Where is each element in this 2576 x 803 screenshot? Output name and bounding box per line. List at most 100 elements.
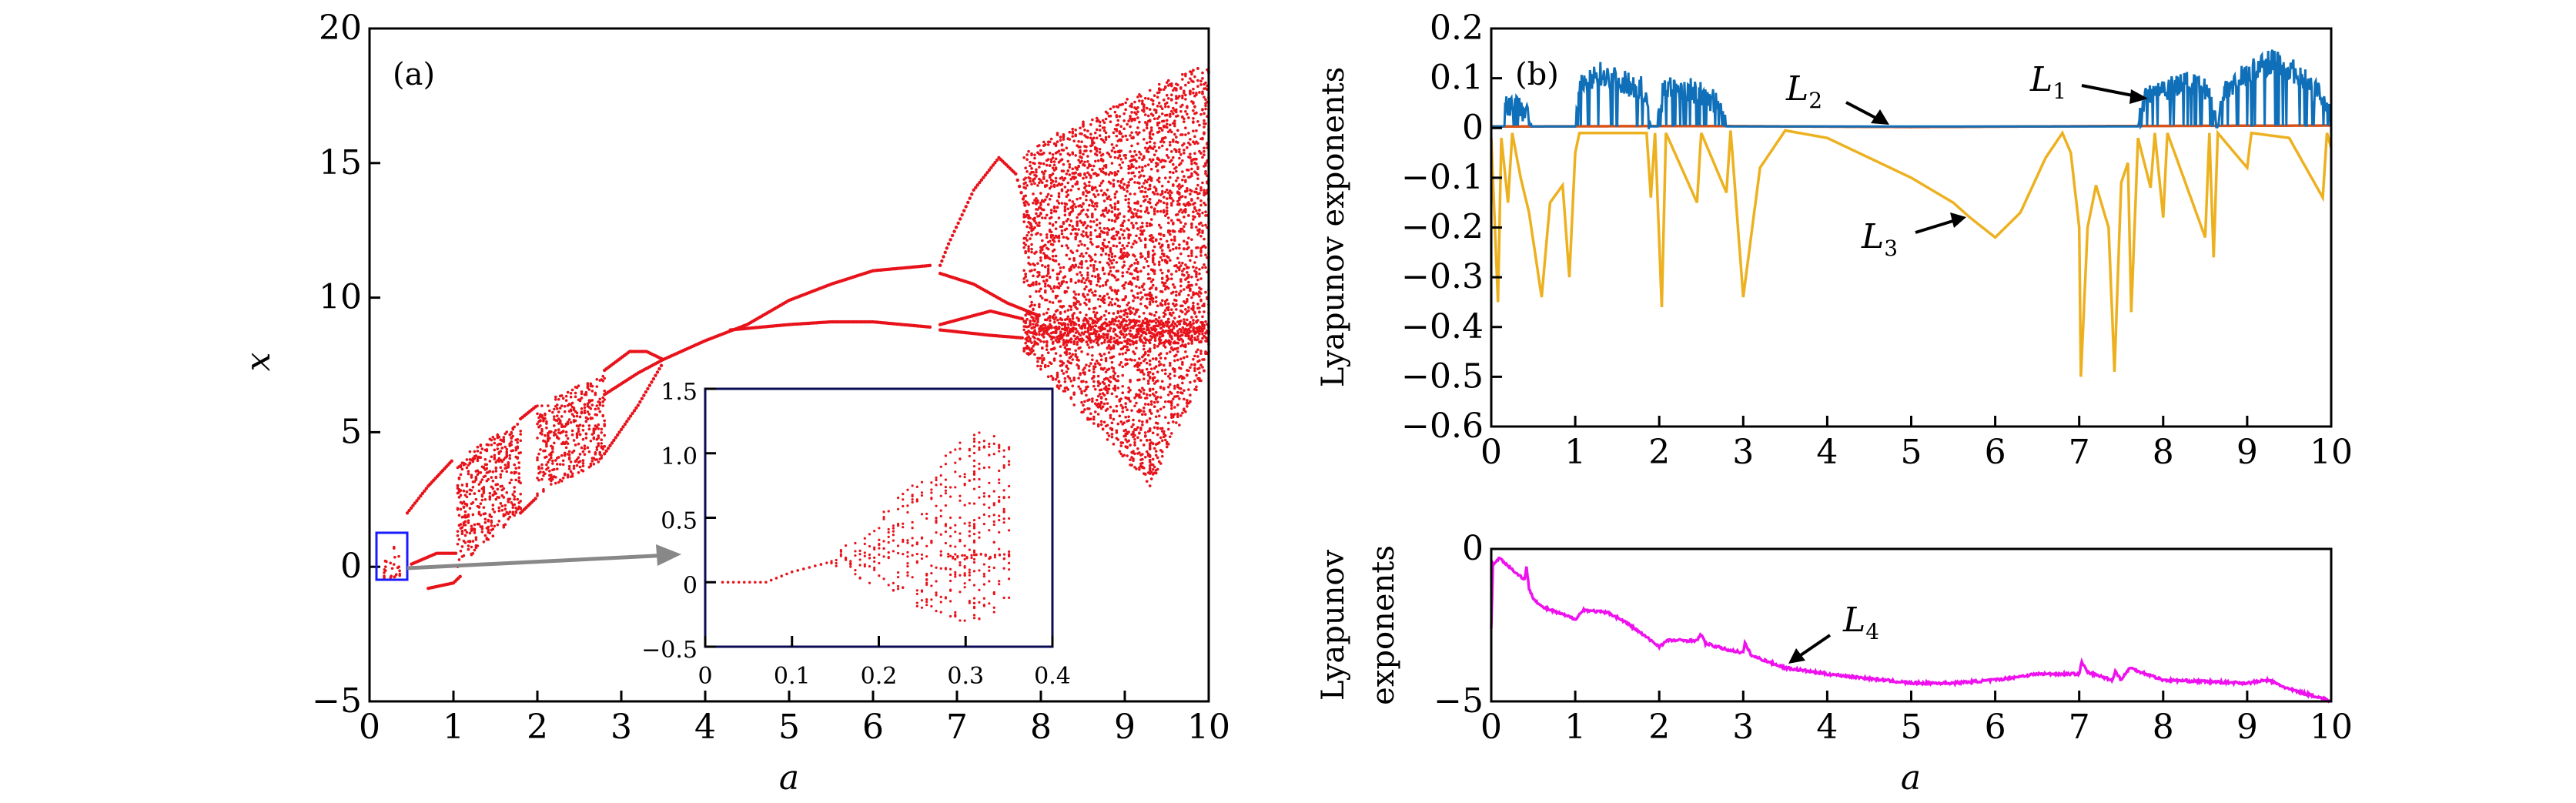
bifurcation-point bbox=[1170, 98, 1173, 101]
bifurcation-point bbox=[1163, 309, 1167, 312]
bifurcation-point bbox=[476, 445, 480, 449]
bifurcation-point bbox=[1138, 156, 1141, 159]
bifurcation-point bbox=[1146, 403, 1150, 407]
bifurcation-point bbox=[1145, 259, 1149, 263]
bifurcation-point bbox=[1145, 122, 1149, 125]
bifurcation-point bbox=[1136, 447, 1139, 450]
bifurcation-point bbox=[553, 415, 556, 418]
bifurcation-point bbox=[1196, 173, 1199, 176]
bifurcation-point bbox=[1038, 224, 1041, 227]
bifurcation-point bbox=[1181, 304, 1184, 308]
bifurcation-point bbox=[1130, 273, 1133, 276]
bifurcation-point bbox=[1093, 387, 1097, 391]
bifurcation-point bbox=[1172, 156, 1175, 159]
bifurcation-point bbox=[1095, 268, 1099, 271]
bifurcation-point bbox=[1136, 105, 1139, 109]
bifurcation-point bbox=[1033, 156, 1036, 160]
bifurcation-point bbox=[474, 497, 478, 501]
bifurcation-point bbox=[1132, 299, 1135, 303]
bifurcation-point bbox=[572, 467, 576, 470]
bifurcation-point bbox=[574, 391, 577, 395]
bifurcation-point bbox=[1068, 162, 1072, 166]
bifurcation-point bbox=[1102, 313, 1106, 317]
bifurcation-point bbox=[1093, 208, 1097, 211]
bifurcation-point bbox=[1035, 212, 1038, 216]
bifurcation-point bbox=[1148, 201, 1152, 205]
bifurcation-point bbox=[550, 473, 553, 477]
bifurcation-point bbox=[1071, 151, 1075, 154]
bifurcation-point bbox=[1136, 436, 1139, 440]
bifurcation-point bbox=[1110, 360, 1114, 364]
bifurcation-point bbox=[1169, 112, 1172, 116]
bifurcation-point bbox=[1142, 174, 1146, 178]
bifurcation-point bbox=[470, 473, 473, 477]
bifurcation-point bbox=[1196, 66, 1199, 70]
bifurcation-point bbox=[1024, 236, 1027, 240]
bifurcation-point bbox=[483, 474, 487, 478]
bifurcation-point bbox=[540, 404, 544, 407]
bifurcation-point bbox=[1173, 238, 1176, 241]
bifurcation-point bbox=[1102, 199, 1106, 202]
bifurcation-point bbox=[1181, 381, 1184, 385]
bifurcation-point bbox=[470, 524, 473, 528]
bifurcation-point bbox=[1122, 229, 1126, 233]
bifurcation-point bbox=[1057, 325, 1061, 329]
bifurcation-point bbox=[1086, 155, 1089, 158]
bifurcation-point bbox=[1121, 271, 1125, 274]
bifurcation-point bbox=[1143, 413, 1147, 417]
bifurcation-point bbox=[1181, 103, 1184, 107]
bifurcation-point bbox=[485, 463, 489, 467]
bifurcation-point bbox=[1093, 131, 1097, 135]
bifurcation-point bbox=[1156, 409, 1159, 413]
bifurcation-point bbox=[467, 513, 470, 517]
bifurcation-point bbox=[575, 433, 579, 437]
bifurcation-point bbox=[471, 501, 475, 504]
bifurcation-point bbox=[1172, 106, 1175, 110]
bifurcation-point bbox=[1165, 119, 1169, 122]
bifurcation-point bbox=[603, 423, 606, 426]
bifurcation-point bbox=[563, 410, 567, 413]
bifurcation-point bbox=[1069, 396, 1073, 400]
bifurcation-point bbox=[1133, 433, 1136, 437]
bifurcation-point bbox=[1184, 208, 1187, 212]
bifurcation-point bbox=[1145, 195, 1149, 198]
bifurcation-point bbox=[1052, 248, 1056, 252]
bifurcation-point bbox=[1169, 311, 1172, 315]
bifurcation-point bbox=[1184, 308, 1187, 311]
bifurcation-point bbox=[1112, 346, 1116, 350]
bifurcation-point bbox=[1136, 275, 1139, 279]
bifurcation-point bbox=[1119, 309, 1123, 313]
bifurcation-point bbox=[1104, 193, 1108, 196]
bifurcation-point bbox=[460, 467, 464, 471]
bifurcation-point bbox=[1162, 210, 1166, 214]
bifurcation-point bbox=[411, 504, 415, 507]
bifurcation-point bbox=[539, 424, 542, 427]
bifurcation-point bbox=[1166, 79, 1170, 82]
bifurcation-point bbox=[1080, 280, 1083, 283]
bifurcation-point bbox=[555, 414, 559, 417]
bifurcation-point bbox=[1138, 120, 1141, 124]
bifurcation-point bbox=[595, 413, 599, 417]
bifurcation-point bbox=[1195, 350, 1198, 354]
bifurcation-point bbox=[580, 396, 584, 400]
bifurcation-point bbox=[419, 494, 423, 498]
bifurcation-point bbox=[1196, 142, 1199, 145]
bifurcation-point bbox=[1198, 306, 1201, 309]
bifurcation-point bbox=[1085, 176, 1088, 179]
bifurcation-point bbox=[1032, 308, 1035, 312]
bifurcation-point bbox=[1199, 250, 1203, 254]
bifurcation-point bbox=[1069, 340, 1073, 344]
bifurcation-point bbox=[1187, 236, 1190, 240]
bifurcation-point bbox=[1096, 413, 1100, 416]
bifurcation-point bbox=[1096, 245, 1100, 248]
bifurcation-point bbox=[1179, 414, 1183, 417]
bifurcation-point bbox=[940, 259, 944, 263]
bifurcation-point bbox=[1156, 422, 1159, 425]
bifurcation-point bbox=[1059, 266, 1062, 269]
bifurcation-point bbox=[1133, 208, 1136, 211]
bifurcation-point bbox=[590, 390, 594, 393]
bifurcation-point bbox=[1145, 224, 1149, 228]
bifurcation-point bbox=[1077, 139, 1080, 143]
bifurcation-point bbox=[1133, 117, 1136, 121]
bifurcation-point bbox=[1035, 333, 1038, 336]
